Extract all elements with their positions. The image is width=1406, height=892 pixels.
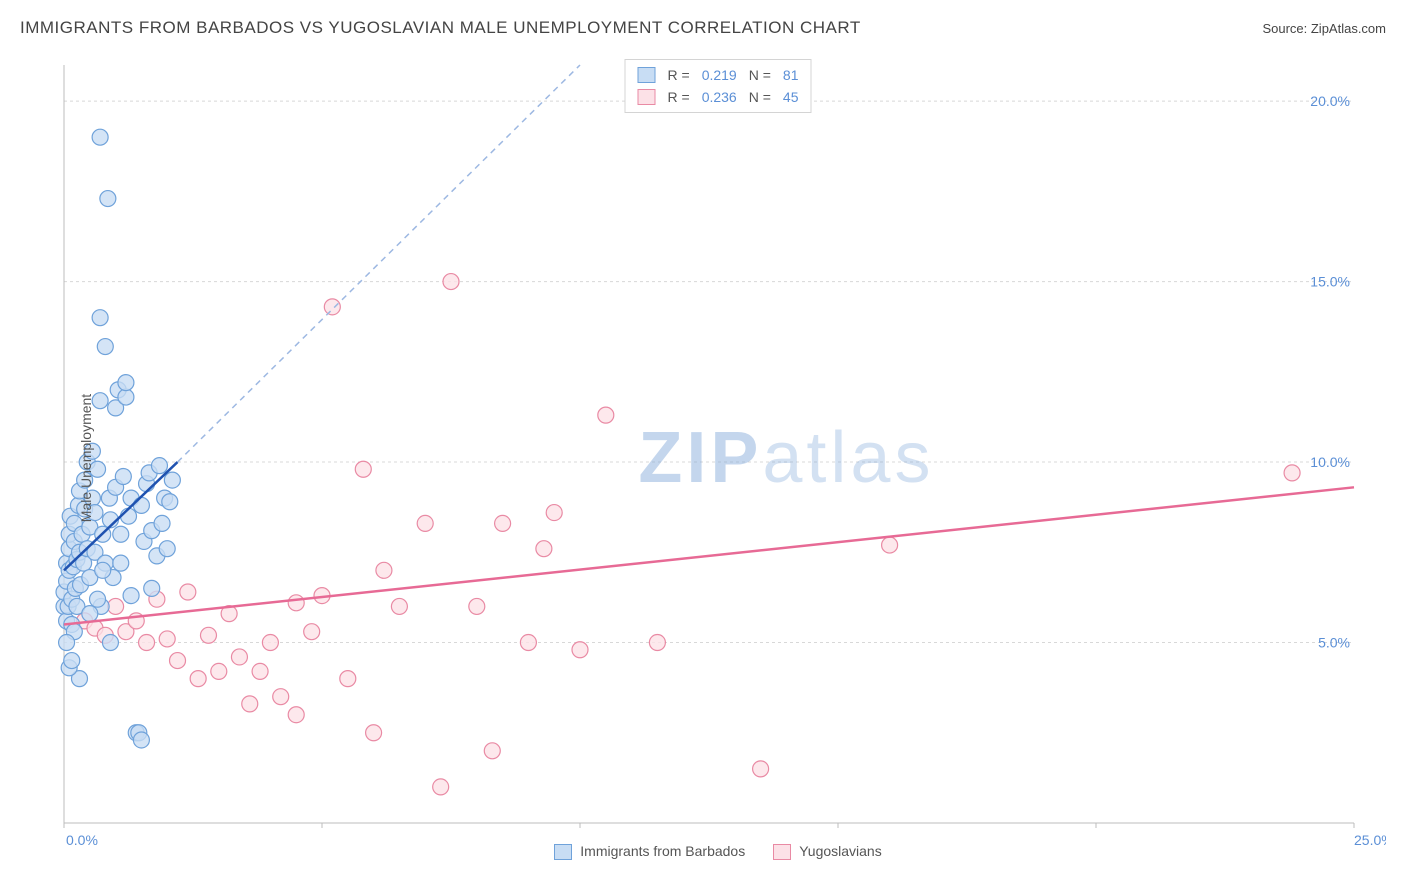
- legend-swatch-pink: [638, 89, 656, 105]
- svg-text:ZIPatlas: ZIPatlas: [638, 418, 934, 498]
- y-axis-label: Male Unemployment: [78, 393, 94, 521]
- svg-text:20.0%: 20.0%: [1310, 93, 1350, 109]
- source-name: ZipAtlas.com: [1311, 21, 1386, 36]
- series-legend: Immigrants from Barbados Yugoslavians: [50, 843, 1386, 860]
- legend-n-value-pink: 45: [783, 86, 799, 108]
- scatter-plot-svg: 5.0%10.0%15.0%20.0%0.0%25.0%ZIPatlas: [50, 55, 1386, 860]
- legend-r-label: R =: [668, 86, 690, 108]
- legend-r-label: R =: [668, 64, 690, 86]
- svg-text:15.0%: 15.0%: [1310, 274, 1350, 290]
- source-attribution: Source: ZipAtlas.com: [1262, 21, 1386, 36]
- chart-area: Male Unemployment 5.0%10.0%15.0%20.0%0.0…: [50, 55, 1386, 860]
- legend-row-pink: R = 0.236 N = 45: [638, 86, 799, 108]
- source-label: Source:: [1262, 21, 1310, 36]
- legend-label-blue: Immigrants from Barbados: [580, 843, 745, 859]
- legend-label-pink: Yugoslavians: [799, 843, 882, 859]
- legend-row-blue: R = 0.219 N = 81: [638, 64, 799, 86]
- legend-swatch-pink-icon: [773, 844, 791, 860]
- legend-swatch-blue: [638, 67, 656, 83]
- svg-text:10.0%: 10.0%: [1310, 454, 1350, 470]
- legend-swatch-blue-icon: [554, 844, 572, 860]
- correlation-legend: R = 0.219 N = 81 R = 0.236 N = 45: [625, 59, 812, 113]
- legend-item-blue: Immigrants from Barbados: [554, 843, 745, 860]
- legend-n-value-blue: 81: [783, 64, 799, 86]
- svg-text:5.0%: 5.0%: [1318, 635, 1350, 651]
- legend-item-pink: Yugoslavians: [773, 843, 882, 860]
- chart-title: IMMIGRANTS FROM BARBADOS VS YUGOSLAVIAN …: [20, 18, 861, 38]
- legend-r-value-blue: 0.219: [702, 64, 737, 86]
- legend-n-label: N =: [749, 86, 771, 108]
- legend-r-value-pink: 0.236: [702, 86, 737, 108]
- legend-n-label: N =: [749, 64, 771, 86]
